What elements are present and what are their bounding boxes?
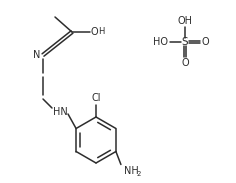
Text: HN: HN [53,107,67,117]
Text: HO: HO [152,37,168,47]
Text: O: O [181,58,189,68]
Text: O: O [201,37,209,47]
Text: Cl: Cl [91,93,101,103]
Text: S: S [182,37,188,47]
Text: H: H [98,27,104,36]
Text: O: O [90,27,98,37]
Text: N: N [33,50,41,60]
Text: 2: 2 [137,171,141,176]
Text: OH: OH [177,16,193,26]
Text: NH: NH [124,167,139,176]
